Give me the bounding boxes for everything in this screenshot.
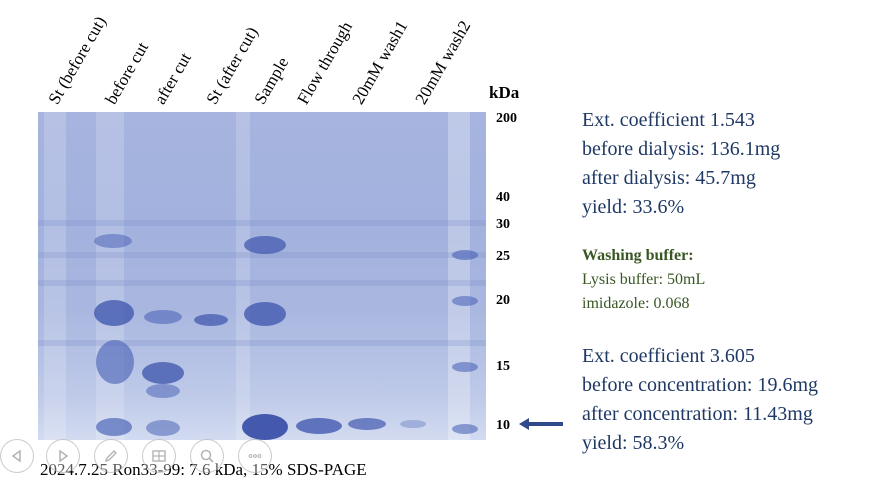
concentration-ext-coefficient: Ext. coefficient 3.605 bbox=[582, 345, 755, 367]
pen-button[interactable] bbox=[94, 439, 128, 473]
slides-icon bbox=[152, 450, 166, 462]
lane-label-wash2: 20mM wash2 bbox=[411, 17, 475, 108]
lane-label-st-before-cut: St (before cut) bbox=[44, 12, 110, 108]
washing-buffer-title: Washing buffer: bbox=[582, 247, 694, 264]
concentration-yield: yield: 58.3% bbox=[582, 432, 685, 454]
back-icon bbox=[11, 449, 21, 463]
zoom-button[interactable] bbox=[190, 439, 224, 473]
forward-icon bbox=[59, 449, 69, 463]
kda-marker-20: 20 bbox=[496, 293, 510, 308]
concentration-before: before concentration: 19.6mg bbox=[582, 374, 819, 396]
gel-image bbox=[38, 112, 486, 440]
kda-axis-title: kDa bbox=[489, 83, 520, 102]
lane-label-sample: Sample bbox=[250, 53, 293, 108]
back-button[interactable] bbox=[0, 439, 34, 473]
forward-button[interactable] bbox=[46, 439, 80, 473]
dialysis-yield: yield: 33.6% bbox=[582, 196, 685, 218]
slideshow-toolbar bbox=[0, 439, 280, 475]
more-button[interactable] bbox=[238, 439, 272, 473]
kda-marker-30: 30 bbox=[496, 217, 510, 232]
concentration-info: Ext. coefficient 3.605 before concentrat… bbox=[582, 342, 818, 458]
pen-icon bbox=[104, 450, 117, 463]
lane-label-wash1: 20mM wash1 bbox=[348, 17, 412, 108]
dialysis-before: before dialysis: 136.1mg bbox=[582, 138, 781, 160]
washing-buffer-info: Washing buffer: Lysis buffer: 50mL imida… bbox=[582, 244, 705, 316]
slides-button[interactable] bbox=[142, 439, 176, 473]
dialysis-info: Ext. coefficient 1.543 before dialysis: … bbox=[582, 106, 780, 222]
zoom-icon bbox=[200, 449, 214, 463]
dialysis-after: after dialysis: 45.7mg bbox=[582, 167, 756, 189]
kda-marker-40: 40 bbox=[496, 190, 510, 205]
kda-marker-10: 10 bbox=[496, 418, 510, 433]
lane-label-after-cut: after cut bbox=[150, 49, 195, 108]
arrow-left-icon bbox=[519, 418, 563, 430]
dialysis-ext-coefficient: Ext. coefficient 1.543 bbox=[582, 109, 755, 131]
lane-label-flow-through: Flow through bbox=[293, 18, 356, 108]
washing-lysis-buffer: Lysis buffer: 50mL bbox=[582, 271, 706, 288]
more-icon bbox=[248, 454, 262, 458]
kda-marker-25: 25 bbox=[496, 249, 510, 264]
kda-marker-15: 15 bbox=[496, 359, 510, 374]
kda-marker-200: 200 bbox=[496, 111, 517, 126]
lane-label-before-cut: before cut bbox=[101, 38, 153, 108]
concentration-after: after concentration: 11.43mg bbox=[582, 403, 813, 425]
washing-imidazole: imidazole: 0.068 bbox=[582, 295, 690, 312]
